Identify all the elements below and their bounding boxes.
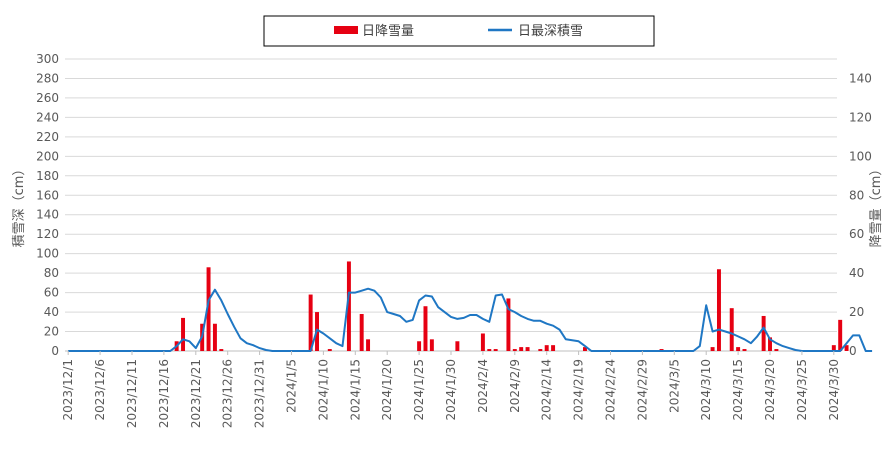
snowfall-bar (487, 349, 492, 351)
left-tick-label: 200 (36, 149, 59, 163)
snow-depth-line-group (68, 287, 873, 352)
snowfall-bar (219, 349, 224, 351)
snowfall-bar (583, 347, 587, 351)
right-axis-title: 降雪量（cm） (869, 163, 884, 248)
snowfall-bar (308, 294, 313, 351)
left-tick-label: 240 (36, 110, 59, 124)
legend-box (263, 15, 655, 47)
x-tick-label: 2023/12/6 (93, 359, 107, 421)
snowfall-bar (429, 339, 434, 351)
x-tick-label: 2023/12/26 (221, 359, 235, 428)
right-tick-label: 0 (849, 344, 857, 358)
snowfall-bar (736, 347, 741, 351)
gridlines (65, 58, 837, 352)
right-tick-label: 80 (849, 188, 864, 202)
x-axis-ticks: 2023/12/1 2023/12/6 2023/12/11 2023/12/16 20… (61, 351, 841, 428)
snowfall-bar (417, 341, 422, 351)
snowfall-bar (525, 347, 530, 351)
snowfall-bar (212, 323, 217, 351)
snowfall-bar (493, 349, 498, 351)
legend-line-label: 日最深積雪 (518, 24, 583, 39)
left-tick-label: 60 (44, 286, 59, 300)
snowfall-bar (729, 308, 734, 351)
left-tick-label: 180 (36, 169, 59, 183)
snowfall-bar (716, 269, 721, 351)
left-tick-label: 120 (36, 227, 59, 241)
x-tick-label: 2024/1/10 (316, 359, 330, 421)
x-tick-label: 2024/1/30 (444, 359, 458, 421)
x-tick-label: 2024/1/25 (412, 359, 426, 421)
left-tick-label: 300 (36, 52, 59, 66)
x-tick-label: 2023/12/16 (157, 359, 171, 428)
left-tick-label: 100 (36, 247, 59, 261)
x-tick-label: 2024/1/5 (284, 359, 298, 413)
x-tick-label: 2024/3/5 (667, 359, 681, 413)
x-tick-label: 2024/2/29 (635, 359, 649, 421)
snowfall-bar (366, 339, 371, 351)
left-tick-label: 20 (44, 325, 59, 339)
left-tick-label: 260 (36, 91, 59, 105)
snowfall-bar (327, 349, 332, 351)
right-tick-label: 100 (849, 149, 872, 163)
snowfall-bar (359, 314, 364, 351)
x-tick-label: 2024/2/14 (540, 359, 554, 421)
right-tick-label: 140 (849, 71, 872, 85)
snowfall-bar (742, 349, 747, 351)
snowfall-bar (346, 261, 351, 351)
x-tick-label: 2024/3/30 (827, 359, 841, 421)
right-tick-label: 40 (849, 266, 864, 280)
right-axis-ticks: 0 20 40 60 80 100 120 140 (849, 71, 872, 358)
left-tick-label: 0 (51, 344, 59, 358)
snowfall-bar (761, 315, 766, 351)
x-tick-label: 2024/2/4 (476, 359, 490, 413)
left-tick-label: 220 (36, 130, 59, 144)
snowfall-bar (512, 349, 517, 351)
legend: 日降雪量 日最深積雪 (263, 15, 655, 47)
snowfall-bars (174, 261, 849, 351)
x-tick-label: 2024/3/20 (763, 359, 777, 421)
snowfall-bar (480, 333, 485, 351)
snowfall-bar (544, 345, 549, 351)
snowfall-bar (710, 347, 715, 351)
snowfall-bar (774, 349, 779, 351)
x-tick-label: 2024/2/24 (604, 359, 618, 421)
x-tick-label: 2023/12/11 (125, 359, 139, 428)
x-tick-label: 2024/1/20 (380, 359, 394, 421)
right-tick-label: 60 (849, 227, 864, 241)
x-tick-label: 2024/3/25 (795, 359, 809, 421)
legend-bar-label: 日降雪量 (362, 24, 414, 39)
right-tick-label: 120 (849, 110, 872, 124)
left-axis-title: 積雪深（cm） (12, 163, 27, 248)
x-tick-label: 2024/3/15 (731, 359, 745, 421)
snowfall-bar (551, 345, 556, 351)
left-tick-label: 160 (36, 188, 59, 202)
legend-bar-swatch (334, 26, 358, 34)
x-tick-label: 2023/12/1 (61, 359, 75, 421)
x-tick-label: 2024/2/19 (572, 359, 586, 421)
x-tick-label: 2023/12/31 (253, 359, 267, 428)
x-tick-label: 2024/1/15 (348, 359, 362, 421)
x-tick-label: 2024/2/9 (508, 359, 522, 413)
snowfall-bar (768, 337, 772, 351)
snowfall-bar (206, 267, 211, 351)
snowfall-bar (423, 306, 428, 351)
snowfall-bar (181, 317, 186, 351)
snowfall-bar (831, 345, 836, 351)
left-axis-ticks: 0 20 40 60 80 100 120 140 160 180 200 220 240 260 280 3… (36, 52, 59, 358)
right-tick-label: 20 (849, 305, 864, 319)
left-tick-label: 40 (44, 305, 59, 319)
x-tick-label: 2024/3/10 (699, 359, 713, 421)
snowfall-bar (844, 345, 849, 351)
snowfall-bar (538, 349, 543, 351)
snowfall-bar (519, 347, 524, 351)
left-tick-label: 80 (44, 266, 59, 280)
left-tick-label: 280 (36, 71, 59, 85)
x-tick-label: 2023/12/21 (189, 359, 203, 428)
snowfall-bar (838, 319, 843, 351)
left-tick-label: 140 (36, 208, 59, 222)
snowfall-bar (455, 341, 460, 351)
snow-depth-line (68, 287, 873, 352)
snowfall-bar (506, 298, 511, 351)
